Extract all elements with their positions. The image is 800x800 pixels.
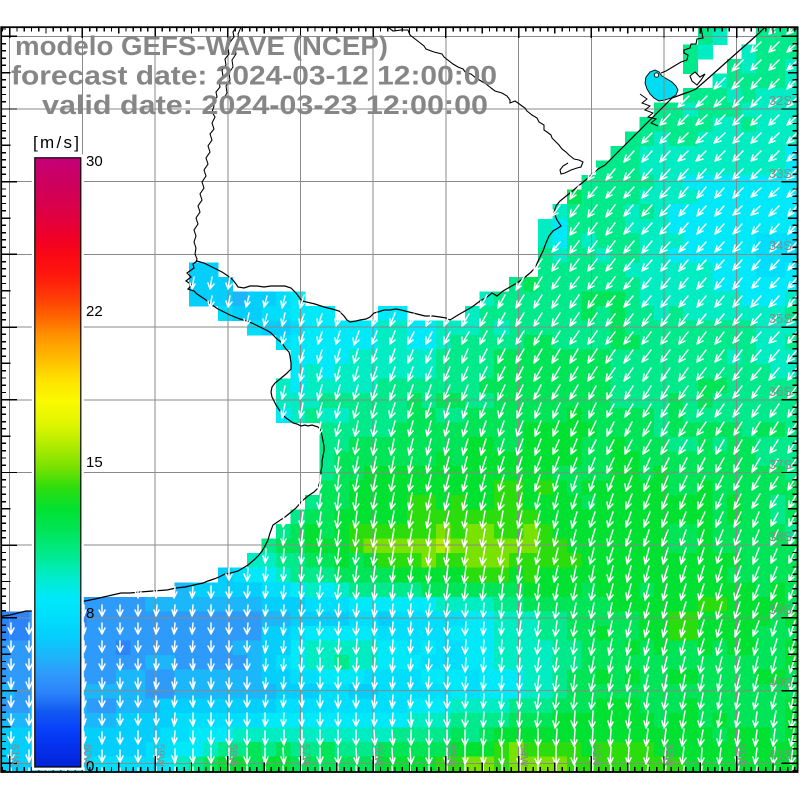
svg-text:54W: 54W	[517, 744, 529, 767]
svg-text:32S: 32S	[769, 93, 792, 108]
svg-text:60W: 60W	[81, 744, 93, 767]
svg-text:57W: 57W	[299, 744, 311, 767]
svg-text:56W: 56W	[372, 744, 384, 767]
svg-text:forecast date: 2024-03-12 12:0: forecast date: 2024-03-12 12:00:00	[11, 61, 497, 91]
svg-text:0: 0	[86, 758, 94, 775]
svg-text:52W: 52W	[663, 744, 675, 767]
svg-text:39S: 39S	[769, 602, 792, 617]
svg-text:40S: 40S	[769, 675, 792, 690]
svg-text:33S: 33S	[769, 166, 792, 181]
svg-text:36S: 36S	[769, 384, 792, 399]
svg-text:41S: 41S	[769, 747, 792, 762]
svg-text:35S: 35S	[769, 311, 792, 326]
svg-text:55W: 55W	[445, 744, 457, 767]
svg-text:[m/s]: [m/s]	[33, 133, 79, 152]
svg-text:34S: 34S	[769, 238, 792, 253]
svg-text:59W: 59W	[154, 744, 166, 767]
svg-text:15: 15	[86, 454, 103, 471]
svg-text:38S: 38S	[769, 529, 792, 544]
svg-text:22: 22	[86, 303, 103, 320]
svg-text:53W: 53W	[590, 744, 602, 767]
svg-text:8: 8	[86, 605, 94, 622]
svg-text:37S: 37S	[769, 457, 792, 472]
svg-text:valid date: 2024-03-23 12:00:0: valid date: 2024-03-23 12:00:00	[42, 90, 488, 120]
svg-text:61W: 61W	[9, 744, 21, 767]
svg-text:modelo GEFS-WAVE (NCEP): modelo GEFS-WAVE (NCEP)	[15, 31, 388, 61]
svg-text:51W: 51W	[736, 744, 748, 767]
svg-text:58W: 58W	[227, 744, 239, 767]
svg-text:30: 30	[86, 153, 103, 170]
